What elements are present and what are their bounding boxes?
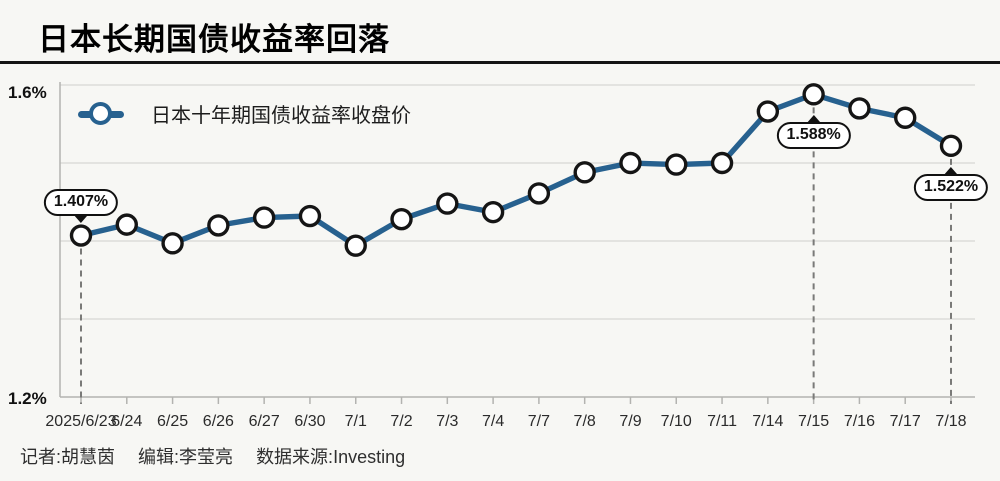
credits: 记者:胡慧茵 编辑:李莹亮 数据来源:Investing	[20, 443, 423, 469]
data-point-marker	[436, 192, 459, 215]
data-point-marker	[298, 204, 322, 228]
data-point-marker	[115, 213, 138, 236]
data-point-marker	[161, 232, 184, 255]
data-point-marker	[665, 153, 688, 176]
credit-reporter: 记者:胡慧茵	[20, 447, 116, 467]
data-point-marker	[802, 83, 825, 106]
credit-editor: 编辑:李莹亮	[138, 447, 234, 467]
data-point-marker	[390, 207, 413, 231]
credit-source: 数据来源:Investing	[256, 447, 406, 467]
data-point-marker	[69, 224, 93, 247]
annotation-start-value: 1.407%	[43, 188, 119, 216]
legend: 日本十年期国债收益率收盘价	[78, 99, 411, 128]
y-axis-min-label: 1.2%	[8, 389, 47, 408]
data-point-marker	[756, 100, 780, 123]
legend-point-icon	[89, 101, 112, 125]
chart-title: 日本长期国债收益率回落	[38, 22, 390, 57]
annotation-peak-value: 1.588%	[776, 122, 851, 150]
data-point-marker	[344, 234, 367, 257]
legend-series-label: 日本十年期国债收益率收盘价	[151, 105, 411, 127]
data-point-marker	[207, 214, 230, 237]
data-point-marker	[252, 206, 276, 229]
data-point-marker	[619, 151, 642, 175]
data-point-marker	[527, 182, 551, 205]
y-axis-max-label: 1.6%	[8, 83, 47, 102]
data-point-marker	[573, 161, 596, 184]
data-point-marker	[848, 97, 871, 120]
data-point-marker	[710, 151, 734, 175]
data-point-marker	[894, 106, 917, 129]
data-point-marker	[481, 200, 505, 224]
data-point-marker	[939, 134, 963, 158]
legend-line-marker-icon	[78, 101, 124, 127]
title-divider	[0, 61, 1000, 64]
annotation-latest-value: 1.522%	[913, 173, 989, 201]
